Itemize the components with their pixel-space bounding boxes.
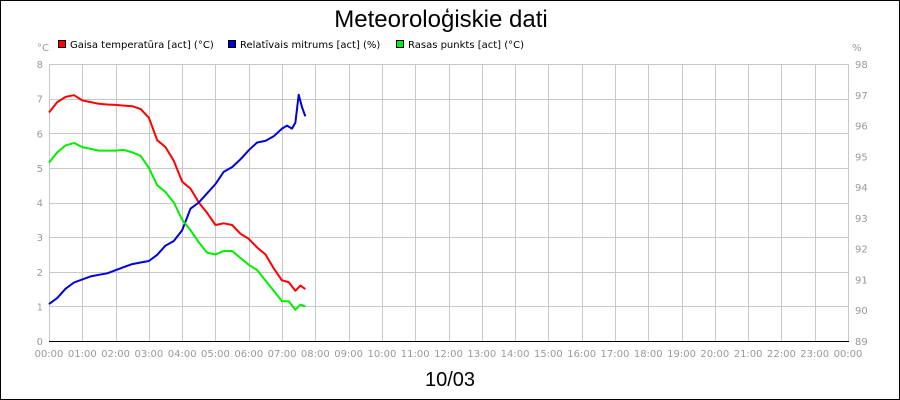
x-tick-label: 11:00 <box>401 349 430 360</box>
right-tick-label: 94 <box>855 183 868 194</box>
right-tick-label: 91 <box>855 275 868 286</box>
x-tick-label: 18:00 <box>634 349 663 360</box>
left-tick-label: 5 <box>37 164 43 175</box>
series-layer <box>48 93 307 311</box>
x-tick-label: 07:00 <box>268 349 297 360</box>
left-tick-label: 4 <box>37 199 43 210</box>
x-tick-label: 06:00 <box>234 349 263 360</box>
x-axis-ticks: 00:00 01:00 02:00 03:00 04:00 05:00 06:00 07:00… <box>35 349 863 360</box>
legend: Gaisa temperatūra [act] (°C) Relatīvais m… <box>58 40 524 51</box>
x-tick-label: 10:00 <box>368 349 397 360</box>
right-tick-label: 95 <box>855 152 868 163</box>
right-tick-label: 92 <box>855 245 868 256</box>
right-tick-label: 96 <box>855 122 868 133</box>
legend-label-3: Rasas punkts [act] (°C) <box>408 40 524 51</box>
legend-swatch-1 <box>58 40 66 48</box>
series-line-3 <box>48 141 306 311</box>
x-tick-label: 15:00 <box>534 349 563 360</box>
series-line-2 <box>48 93 307 305</box>
left-tick-label: 0 <box>37 337 43 348</box>
left-axis-ticks: 0 1 2 3 4 5 6 7 8 <box>37 60 43 348</box>
legend-label-2: Relatīvais mitrums [act] (%) <box>240 40 380 51</box>
left-axis-unit: °C <box>37 43 49 54</box>
x-tick-label: 09:00 <box>334 349 363 360</box>
x-tick-label: 12:00 <box>434 349 463 360</box>
left-tick-label: 6 <box>37 129 43 140</box>
legend-swatch-2 <box>228 40 236 48</box>
x-tick-label: 14:00 <box>501 349 530 360</box>
left-tick-label: 2 <box>37 268 43 279</box>
x-tick-label: 04:00 <box>168 349 197 360</box>
x-tick-label: 13:00 <box>467 349 496 360</box>
plot-area-border <box>49 64 849 342</box>
left-tick-label: 1 <box>37 302 43 313</box>
legend-swatch-3 <box>396 40 404 48</box>
x-tick-label: 00:00 <box>35 349 64 360</box>
right-tick-label: 90 <box>855 306 868 317</box>
x-tick-label: 01:00 <box>68 349 97 360</box>
x-tick-label: 21:00 <box>734 349 763 360</box>
x-tick-label: 02:00 <box>101 349 130 360</box>
x-tick-label: 00:00 <box>834 349 863 360</box>
x-tick-label: 23:00 <box>800 349 829 360</box>
right-axis-ticks: 89 90 91 92 93 94 95 96 97 98 <box>855 60 868 348</box>
series-line-1 <box>48 94 306 292</box>
x-tick-label: 03:00 <box>134 349 163 360</box>
x-tick-label: 05:00 <box>201 349 230 360</box>
x-tick-label: 08:00 <box>301 349 330 360</box>
x-tick-label: 22:00 <box>767 349 796 360</box>
x-tick-label: 20:00 <box>700 349 729 360</box>
date-label: 10/03 <box>425 369 475 391</box>
legend-label-1: Gaisa temperatūra [act] (°C) <box>70 40 214 51</box>
right-tick-label: 97 <box>855 91 868 102</box>
left-tick-label: 3 <box>37 233 43 244</box>
left-tick-label: 8 <box>37 60 43 71</box>
grid-lines <box>49 64 848 341</box>
left-tick-label: 7 <box>37 95 43 106</box>
x-tick-label: 19:00 <box>667 349 696 360</box>
right-tick-label: 93 <box>855 214 868 225</box>
x-tick-label: 16:00 <box>567 349 596 360</box>
x-tick-label: 17:00 <box>601 349 630 360</box>
right-tick-label: 98 <box>855 60 868 71</box>
right-axis-unit: % <box>852 43 862 54</box>
chart-title: Meteoroloģiskie dati <box>334 6 547 33</box>
right-tick-label: 89 <box>855 337 868 348</box>
